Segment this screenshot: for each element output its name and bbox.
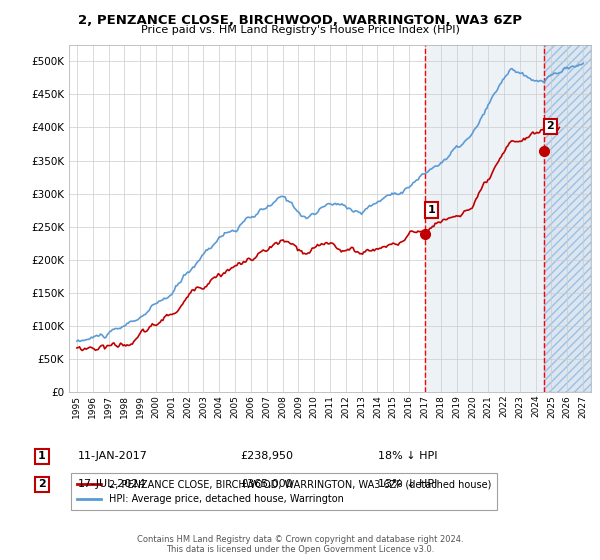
Text: £365,000: £365,000 (240, 479, 293, 489)
Bar (544, 45, 591, 392)
Text: 2: 2 (38, 479, 46, 489)
Text: 18% ↓ HPI: 18% ↓ HPI (378, 451, 437, 461)
Bar (544, 45, 591, 392)
Bar (425, 45, 544, 392)
Text: 17-JUL-2024: 17-JUL-2024 (78, 479, 146, 489)
Legend: 2, PENZANCE CLOSE, BIRCHWOOD, WARRINGTON, WA3 6ZP (detached house), HPI: Average: 2, PENZANCE CLOSE, BIRCHWOOD, WARRINGTON… (71, 473, 497, 510)
Text: 11-JAN-2017: 11-JAN-2017 (78, 451, 148, 461)
Text: 2, PENZANCE CLOSE, BIRCHWOOD, WARRINGTON, WA3 6ZP: 2, PENZANCE CLOSE, BIRCHWOOD, WARRINGTON… (78, 14, 522, 27)
Text: Contains HM Land Registry data © Crown copyright and database right 2024.
This d: Contains HM Land Registry data © Crown c… (137, 535, 463, 554)
Text: Price paid vs. HM Land Registry's House Price Index (HPI): Price paid vs. HM Land Registry's House … (140, 25, 460, 35)
Text: 1: 1 (38, 451, 46, 461)
Text: 13% ↓ HPI: 13% ↓ HPI (378, 479, 437, 489)
Text: 1: 1 (428, 205, 436, 215)
Text: £238,950: £238,950 (240, 451, 293, 461)
Text: 2: 2 (547, 122, 554, 132)
